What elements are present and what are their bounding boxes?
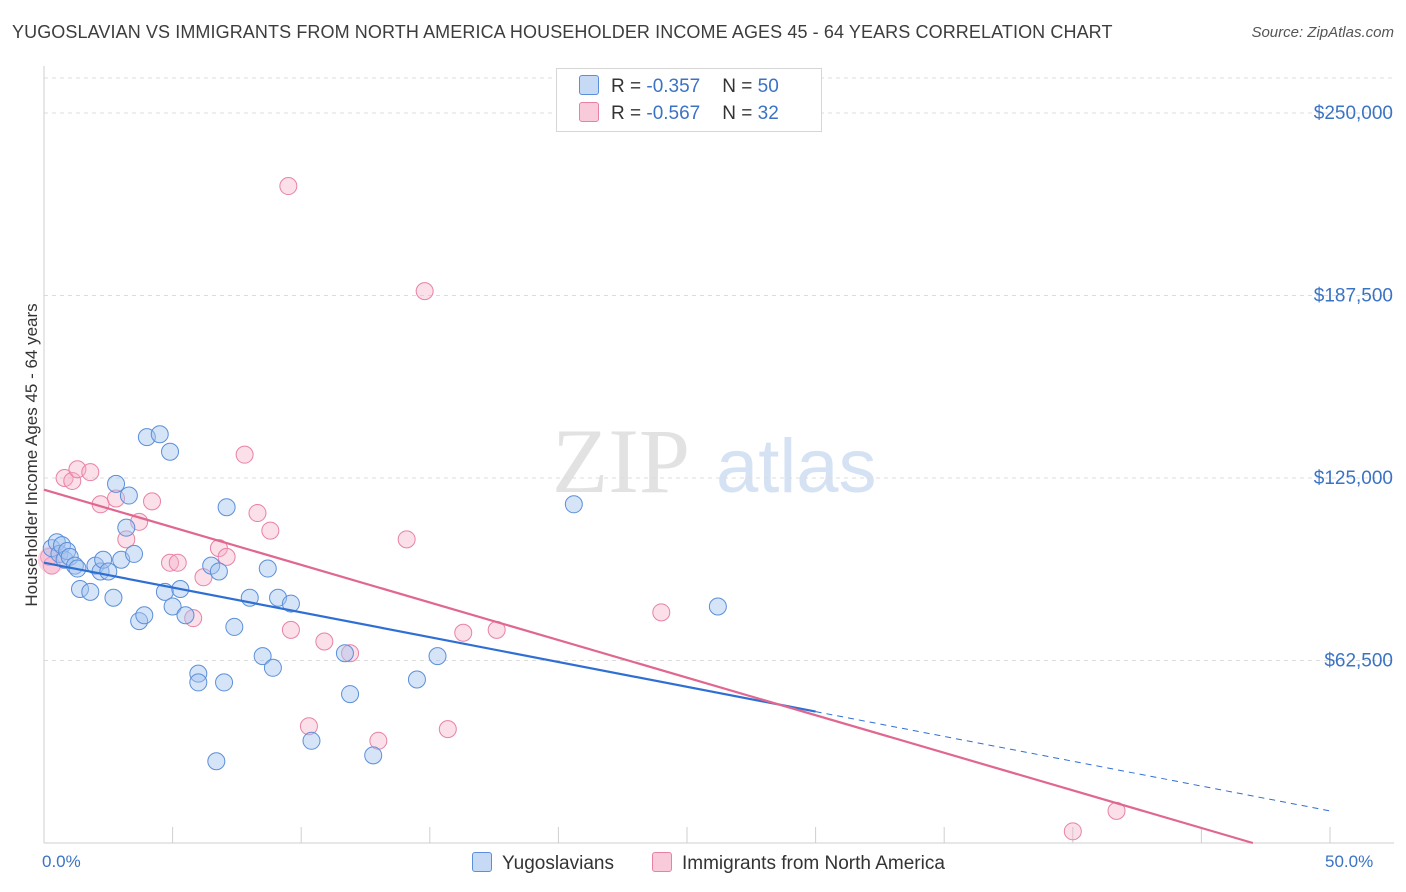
legend-row-immigrants: R = -0.567 N = 32: [579, 102, 779, 126]
yugoslavians-point: [117, 518, 136, 537]
immigrants-point: [299, 717, 318, 736]
n-value: 50: [757, 76, 779, 97]
immigrants-point: [217, 547, 236, 566]
n-value: 32: [757, 103, 779, 124]
trend-lines: [43, 488, 1331, 845]
immigrants-point: [161, 553, 180, 572]
immigrants-point: [397, 530, 416, 549]
immigrants-point: [341, 644, 360, 663]
yugoslavians-point: [125, 544, 144, 563]
immigrants-point: [81, 463, 100, 482]
legend-item-immigrants[interactable]: Immigrants from North America: [652, 852, 945, 875]
watermark-atlas: atlas: [716, 424, 877, 509]
immigrants-points: [37, 177, 1126, 841]
yugoslavians-point: [341, 685, 360, 704]
yugoslavians-point: [107, 474, 126, 493]
immigrants-point: [281, 620, 300, 639]
r-value: -0.567: [646, 103, 701, 124]
yugoslavians-point: [253, 647, 272, 666]
legend-item-yugoslavians[interactable]: Yugoslavians: [472, 852, 614, 875]
immigrants-point: [168, 553, 187, 572]
yugoslavians-point: [225, 617, 244, 636]
yugoslavians-trend-extension: [815, 711, 1331, 812]
y-tick-label: $187,500: [1314, 286, 1393, 307]
y-tick-label: $250,000: [1314, 103, 1393, 124]
yugoslavians-point: [217, 498, 236, 517]
r-value: -0.357: [646, 76, 701, 97]
immigrants-legend-swatch: [652, 852, 672, 872]
yugoslavians-point: [176, 606, 195, 625]
immigrants-point: [1063, 822, 1082, 841]
legend-label-yugoslavians: Yugoslavians: [502, 853, 614, 874]
legend-row-yugoslavians: R = -0.357 N = 50: [579, 75, 779, 99]
yugoslavians-point: [335, 644, 354, 663]
r-label: R =: [611, 76, 647, 97]
yugoslavians-point: [94, 550, 113, 569]
yugoslavians-trend-line: [43, 561, 816, 713]
series-legend: Yugoslavians Immigrants from North Ameri…: [0, 852, 1406, 878]
yugoslavians-point: [135, 606, 154, 625]
yugoslavians-point: [407, 670, 426, 689]
yugoslavians-point: [150, 425, 169, 444]
yugoslavians-point: [428, 647, 447, 666]
immigrants-trend-line: [43, 488, 1254, 845]
yugoslavians-point: [564, 495, 583, 514]
immigrants-point: [315, 632, 334, 651]
immigrants-point: [279, 177, 298, 196]
yugoslavians-point: [258, 559, 277, 578]
yugoslavians-point: [81, 582, 100, 601]
axes: [43, 66, 1394, 844]
yugoslavians-point: [364, 746, 383, 765]
yugoslavians-point: [71, 579, 90, 598]
yugoslavians-point: [161, 442, 180, 461]
yugoslavians-point: [119, 486, 138, 505]
immigrants-point: [143, 492, 162, 511]
immigrants-point: [369, 731, 388, 750]
yugoslavians-point: [207, 752, 226, 771]
watermark-zip: ZIP: [552, 410, 690, 512]
immigrants-point: [438, 720, 457, 739]
y-tick-label: $125,000: [1314, 468, 1393, 489]
immigrants-point: [248, 504, 267, 523]
yugoslavians-legend-swatch: [472, 852, 492, 872]
x-tick-label-min: 0.0%: [42, 852, 81, 871]
source-note: Source: ZipAtlas.com: [1251, 24, 1394, 41]
y-axis-label: Householder Income Ages 45 - 64 years: [22, 303, 41, 607]
yugoslavians-point: [708, 597, 727, 616]
yugoslavians-point: [163, 597, 182, 616]
yugoslavians-point: [189, 673, 208, 692]
yugoslavians-point: [104, 588, 123, 607]
yugoslavians-point: [302, 731, 321, 750]
chart-title: YUGOSLAVIAN VS IMMIGRANTS FROM NORTH AME…: [12, 22, 1113, 42]
immigrants-point: [261, 521, 280, 540]
y-tick-labels: $62,500 $125,000 $187,500 $250,000: [1314, 103, 1393, 671]
x-tick-label-max: 50.0%: [1325, 852, 1374, 871]
yugoslavians-swatch: [579, 75, 599, 95]
y-tick-label: $62,500: [1324, 651, 1393, 672]
immigrants-point: [235, 445, 254, 464]
n-label: N =: [722, 103, 758, 124]
immigrants-point: [63, 471, 82, 490]
yugoslavians-points: [42, 425, 727, 771]
correlation-legend: R = -0.357 N = 50 R = -0.567 N = 32: [556, 68, 822, 132]
yugoslavians-point: [209, 562, 228, 581]
immigrants-swatch: [579, 102, 599, 122]
yugoslavians-point: [130, 612, 149, 631]
immigrants-point: [415, 282, 434, 301]
yugoslavians-point: [281, 594, 300, 613]
n-label: N =: [722, 76, 758, 97]
gridlines: [44, 77, 1394, 662]
immigrants-point: [454, 623, 473, 642]
yugoslavians-point: [215, 673, 234, 692]
r-label: R =: [611, 103, 647, 124]
watermark: ZIP atlas: [552, 410, 877, 512]
yugoslavians-point: [263, 658, 282, 677]
immigrants-point: [652, 603, 671, 622]
legend-label-immigrants: Immigrants from North America: [682, 853, 945, 874]
